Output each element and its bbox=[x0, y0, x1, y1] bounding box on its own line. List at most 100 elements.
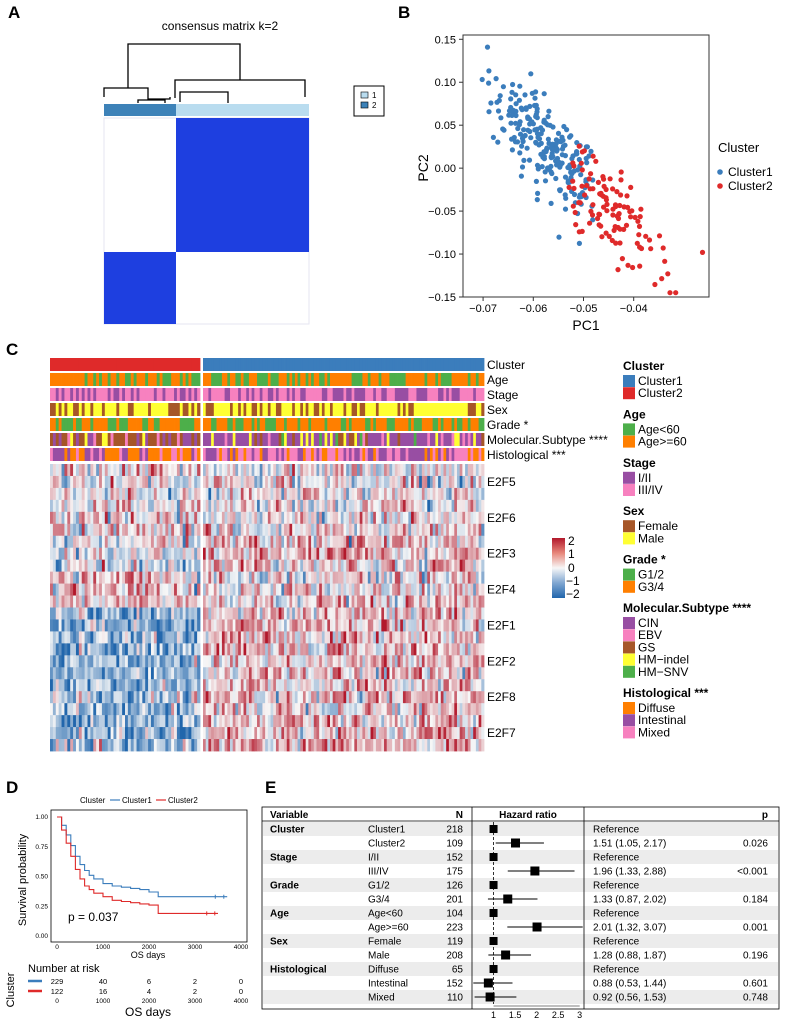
annotation-cell-cluster bbox=[421, 358, 425, 371]
heat-cell-e2f8 bbox=[424, 691, 428, 704]
consensus-title: consensus matrix k=2 bbox=[162, 19, 279, 33]
heat-cell-e2f7 bbox=[208, 727, 212, 740]
heat-cell-e2f8 bbox=[375, 691, 380, 704]
annotation-cell-grade bbox=[73, 418, 77, 431]
heat-cell-e2f5 bbox=[142, 487, 146, 501]
heat-cell-e2f8 bbox=[248, 691, 253, 704]
annotation-cell-stage bbox=[275, 388, 280, 401]
heat-cell-e2f8 bbox=[454, 691, 458, 704]
annotation-cell-sex bbox=[73, 403, 77, 416]
heat-cell-e2f1 bbox=[219, 631, 223, 644]
heat-cell-e2f5 bbox=[99, 475, 103, 489]
pca-point-cluster1 bbox=[566, 165, 573, 171]
heat-cell-e2f4 bbox=[50, 571, 54, 584]
heat-cell-e2f8 bbox=[235, 691, 239, 704]
annotation-cell-grade bbox=[64, 418, 68, 431]
heat-cell-e2f2 bbox=[230, 655, 234, 668]
heat-cell-e2f4 bbox=[416, 595, 420, 608]
heat-cell-e2f2 bbox=[179, 643, 184, 656]
heat-cell-e2f3 bbox=[292, 535, 296, 549]
heat-cell-e2f6 bbox=[139, 499, 143, 513]
heat-cell-e2f3 bbox=[475, 535, 479, 549]
heat-cell-e2f6 bbox=[329, 499, 334, 513]
heat-cell-e2f1 bbox=[176, 607, 181, 620]
heat-cell-e2f5 bbox=[262, 475, 266, 489]
annotation-cell-mol bbox=[96, 433, 100, 446]
heat-cell-e2f4 bbox=[319, 571, 323, 584]
heat-cell-e2f4 bbox=[278, 571, 282, 584]
heat-cell-e2f6 bbox=[329, 523, 334, 537]
annotation-cell-hist bbox=[389, 448, 393, 461]
annotation-cell-mol bbox=[142, 433, 146, 446]
annotation-cell-grade bbox=[340, 418, 344, 431]
annotation-cell-age bbox=[270, 373, 274, 386]
annotation-cell-mol bbox=[248, 433, 253, 446]
heat-cell-e2f1 bbox=[197, 631, 201, 644]
heat-cell-e2f4 bbox=[125, 595, 129, 608]
annotation-cell-hist bbox=[197, 448, 201, 461]
heat-cell-e2f3 bbox=[78, 535, 83, 549]
panel-label-e: E bbox=[265, 778, 277, 797]
heat-cell-e2f5 bbox=[462, 487, 466, 501]
annotation-cell-mol bbox=[205, 433, 209, 446]
heat-cell-e2f7 bbox=[246, 727, 250, 740]
heat-cell-e2f3 bbox=[365, 547, 369, 561]
annotation-cell-age bbox=[321, 373, 325, 386]
annotation-cell-mol bbox=[389, 433, 393, 446]
heat-cell-e2f8 bbox=[338, 691, 342, 704]
heat-cell-e2f4 bbox=[122, 595, 126, 608]
heat-cell-e2f5 bbox=[265, 475, 269, 489]
heat-cell-e2f8 bbox=[335, 703, 339, 716]
heat-cell-e2f3 bbox=[286, 535, 290, 549]
heat-cell-e2f3 bbox=[224, 535, 228, 549]
heat-cell-e2f7 bbox=[321, 715, 325, 728]
heat-cell-e2f8 bbox=[116, 679, 120, 692]
heat-cell-e2f3 bbox=[150, 547, 155, 561]
heat-cell-e2f6 bbox=[130, 511, 135, 525]
heat-cell-e2f4 bbox=[156, 583, 161, 596]
heat-cell-e2f7 bbox=[75, 727, 80, 740]
pca-point-cluster1 bbox=[575, 167, 581, 173]
heat-cell-e2f6 bbox=[133, 499, 137, 513]
heat-cell-e2f2 bbox=[67, 667, 71, 680]
heat-cell-e2f1 bbox=[357, 619, 361, 632]
heat-cell-e2f2 bbox=[273, 643, 277, 656]
heat-cell-e2f5 bbox=[224, 475, 228, 489]
heat-cell-e2f2 bbox=[405, 655, 409, 668]
heat-cell-e2f3 bbox=[162, 559, 166, 573]
heat-cell-e2f8 bbox=[332, 703, 336, 716]
heat-cell-e2f8 bbox=[174, 691, 178, 704]
annotation-cell-mol bbox=[70, 433, 74, 446]
heat-cell-e2f2 bbox=[248, 643, 253, 656]
heat-cell-e2f7 bbox=[238, 727, 242, 740]
heat-cell-e2f8 bbox=[93, 679, 97, 692]
heat-cell-e2f5 bbox=[251, 487, 255, 501]
heat-cell-e2f1 bbox=[346, 607, 350, 620]
heat-cell-e2f4 bbox=[416, 583, 420, 596]
annotation-cell-grade bbox=[475, 418, 479, 431]
heat-cell-e2f7 bbox=[188, 727, 192, 740]
heat-cell-e2f2 bbox=[432, 655, 436, 668]
heat-cell-e2f2 bbox=[467, 667, 471, 680]
heat-cell-e2f4 bbox=[191, 595, 195, 608]
annotation-cell-cluster bbox=[52, 358, 57, 371]
annotation-cell-grade bbox=[267, 418, 271, 431]
heat-cell-e2f2 bbox=[213, 643, 217, 656]
heat-cell-e2f2 bbox=[203, 667, 207, 680]
heat-cell-e2f1 bbox=[359, 607, 363, 620]
heat-cell-e2f2 bbox=[451, 643, 455, 656]
heat-cell-e2f4 bbox=[145, 595, 149, 608]
annotation-cell-sex bbox=[289, 403, 293, 416]
heat-cell-e2f2 bbox=[119, 643, 123, 656]
heat-cell-e2f8 bbox=[58, 691, 62, 704]
annotation-cell-stage bbox=[367, 388, 371, 401]
heat-cell-e2f3 bbox=[394, 559, 398, 573]
heat-cell-e2f4 bbox=[227, 595, 231, 608]
heat-cell-e2f2 bbox=[346, 643, 350, 656]
heat-cell-e2f8 bbox=[104, 691, 109, 704]
heat-cell-e2f4 bbox=[419, 595, 423, 608]
annotation-cell-cluster bbox=[145, 358, 149, 371]
pca-point-cluster2 bbox=[659, 276, 665, 282]
annotation-cell-age bbox=[243, 373, 247, 386]
heat-cell-e2f8 bbox=[191, 703, 195, 716]
